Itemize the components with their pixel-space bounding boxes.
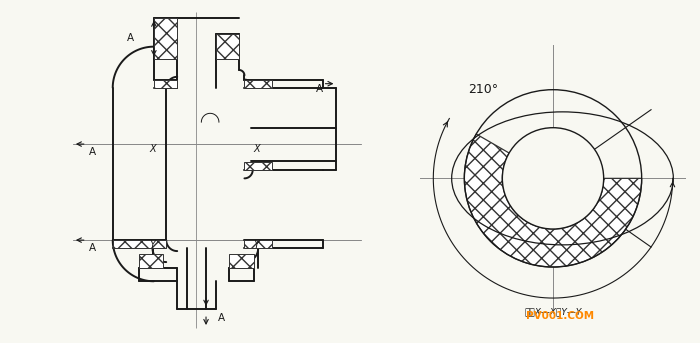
Text: Y: Y: [254, 240, 260, 250]
Bar: [230, 254, 254, 268]
Text: A: A: [89, 147, 96, 157]
Bar: [139, 254, 164, 268]
Text: 剥视X—X和Y—Y: 剥视X—X和Y—Y: [524, 307, 582, 316]
Wedge shape: [464, 134, 642, 267]
Bar: [244, 162, 272, 170]
Bar: [154, 18, 177, 59]
Bar: [216, 34, 239, 59]
Text: A: A: [89, 243, 96, 253]
Text: A: A: [316, 84, 323, 94]
Text: A: A: [127, 33, 134, 44]
Text: X: X: [149, 144, 156, 154]
Circle shape: [503, 128, 603, 229]
Text: X: X: [253, 144, 260, 154]
Text: Y: Y: [150, 240, 155, 250]
Bar: [244, 80, 272, 88]
Bar: [154, 80, 177, 88]
Text: PV001.COM: PV001.COM: [526, 311, 594, 321]
Bar: [244, 240, 272, 248]
Text: A: A: [218, 313, 225, 323]
Bar: [113, 240, 166, 248]
Text: 210°: 210°: [468, 83, 498, 96]
